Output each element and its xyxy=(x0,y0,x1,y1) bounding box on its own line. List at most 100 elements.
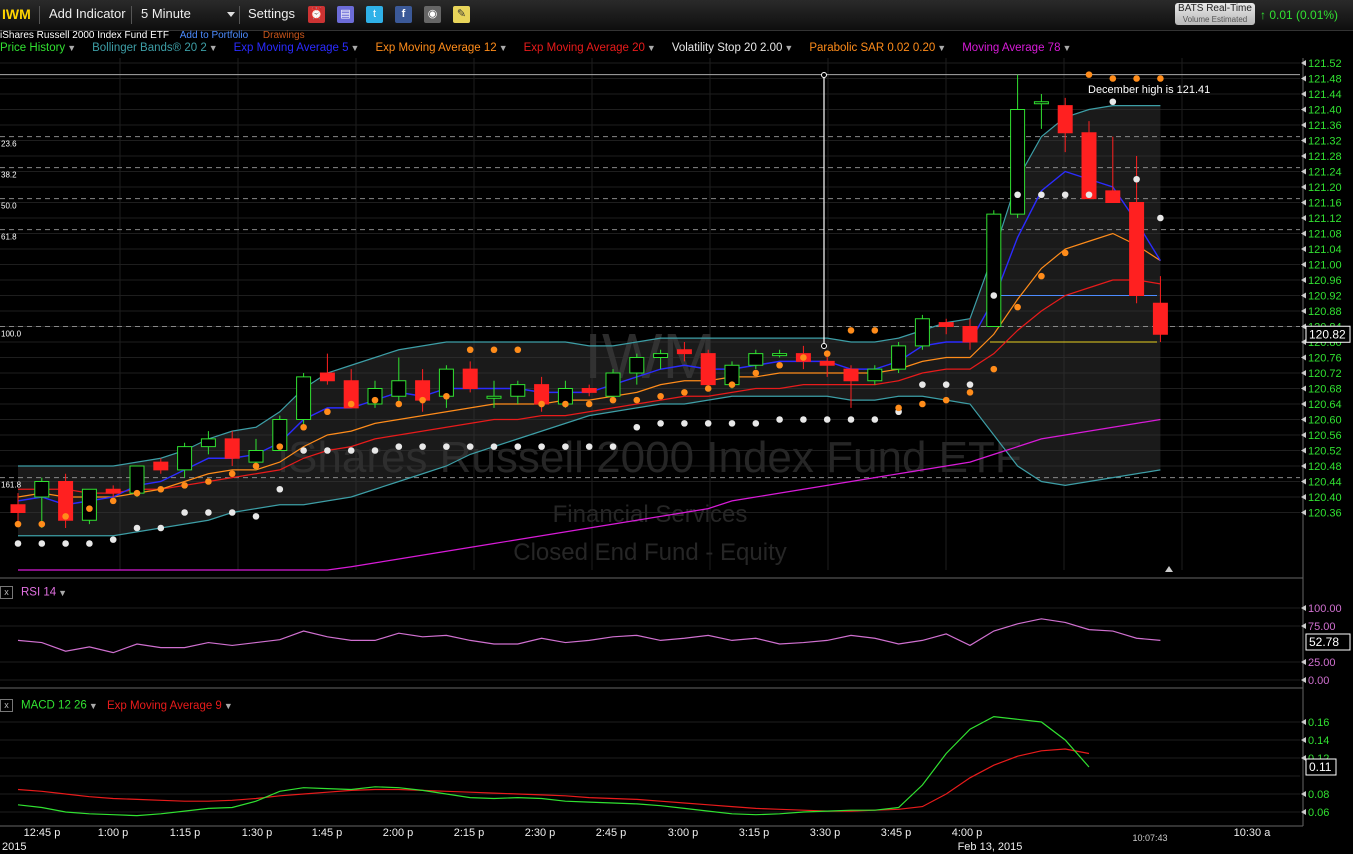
fib-label: 61.8 xyxy=(1,233,17,242)
volatility-stop-dot xyxy=(681,420,688,427)
candle-body xyxy=(605,372,621,397)
tick-marker xyxy=(1301,623,1306,629)
candle-body xyxy=(700,353,716,386)
chevron-down-icon[interactable]: ▼ xyxy=(58,587,68,598)
price-tick-label: 120.48 xyxy=(1308,461,1342,473)
tick-marker xyxy=(1301,199,1306,206)
chevron-down-icon[interactable]: ▼ xyxy=(1062,43,1072,53)
interval-select[interactable]: 5 Minute xyxy=(141,0,235,30)
chevron-down-icon[interactable]: ▼ xyxy=(208,43,218,53)
parabolic-sar-dot xyxy=(1038,272,1045,280)
tick-marker xyxy=(1301,75,1306,82)
rsi-label[interactable]: RSI 14 xyxy=(21,586,57,599)
rsi-tick-label: 75.00 xyxy=(1308,621,1336,633)
notepad-icon[interactable]: ✎ xyxy=(453,6,470,23)
parabolic-sar-dot xyxy=(38,520,46,528)
legend-item[interactable]: Moving Average 78 ▼ xyxy=(962,42,1072,54)
bollinger-lower-line xyxy=(18,395,1161,537)
parabolic-sar-dot xyxy=(300,423,307,431)
macd-signal-label[interactable]: Exp Moving Average 9 xyxy=(106,699,222,712)
settings-button[interactable]: Settings xyxy=(248,6,295,21)
date-label: Feb 13, 2015 xyxy=(958,841,1023,853)
time-axis: 12:45 p 1:00 p 1:15 p 1:30 p 1:45 p 2:00 p 2:1… xyxy=(0,825,1303,853)
chevron-down-icon[interactable]: ▼ xyxy=(498,43,508,53)
legend-item[interactable]: Exp Moving Average 20 ▼ xyxy=(523,42,656,54)
chevron-down-icon[interactable]: ▼ xyxy=(646,43,656,53)
close-icon[interactable]: x xyxy=(0,699,13,712)
macd-tick-label: 0.08 xyxy=(1308,789,1329,801)
volatility-stop-dot xyxy=(228,509,236,516)
volatility-stop-dot xyxy=(14,540,22,547)
close-icon[interactable]: x xyxy=(0,586,13,599)
legend-item[interactable]: Volatility Stop 20 2.00 ▼ xyxy=(671,42,794,54)
drawings-link[interactable]: Drawings xyxy=(262,30,305,41)
volatility-stop-dot xyxy=(919,381,926,388)
volatility-stop-dot xyxy=(942,381,950,388)
time-tick-label: 12:45 p xyxy=(24,827,61,839)
facebook-icon[interactable]: f xyxy=(395,6,412,23)
volatility-stop-dot xyxy=(490,443,498,450)
alarm-clock-icon[interactable]: ⏰ xyxy=(308,6,325,23)
tick-marker xyxy=(1301,737,1306,743)
add-indicator-button[interactable]: Add Indicator xyxy=(49,6,126,21)
macd-label[interactable]: MACD 12 26 xyxy=(21,699,87,712)
price-tick-label: 121.28 xyxy=(1308,151,1342,163)
chevron-down-icon[interactable]: ▼ xyxy=(937,43,947,53)
time-tick-label: 4:00 p xyxy=(952,827,983,839)
price-tick-label: 120.64 xyxy=(1308,399,1342,411)
add-to-portfolio-link[interactable]: Add to Portfolio xyxy=(179,30,249,41)
candle-body xyxy=(1129,202,1145,296)
parabolic-sar-dot xyxy=(181,482,188,489)
chevron-down-icon[interactable]: ▼ xyxy=(350,43,360,53)
tick-marker xyxy=(1301,184,1306,190)
camera-icon[interactable]: ◉ xyxy=(424,6,441,23)
parabolic-sar-dot xyxy=(443,392,450,400)
legend-item[interactable]: Price History ▼ xyxy=(0,42,77,54)
chevron-down-icon[interactable]: ▼ xyxy=(223,700,233,711)
price-tick-label: 121.48 xyxy=(1308,74,1342,86)
parabolic-sar-dot xyxy=(62,513,69,520)
parabolic-sar-dot xyxy=(252,462,260,470)
tick-marker xyxy=(1301,91,1306,97)
candle xyxy=(224,431,240,466)
volatility-stop-dot xyxy=(38,540,46,547)
tick-marker xyxy=(1301,246,1306,252)
candle xyxy=(938,318,954,335)
chevron-down-icon[interactable]: ▼ xyxy=(88,700,98,711)
chevron-down-icon[interactable]: ▼ xyxy=(67,43,77,53)
tick-marker xyxy=(1301,354,1306,361)
volatility-stop-dot xyxy=(657,420,664,427)
volatility-stop-dot xyxy=(276,485,284,493)
candle-body xyxy=(1105,190,1121,203)
candle-body xyxy=(510,384,526,397)
legend-item[interactable]: Bollinger Bands® 20 2 ▼ xyxy=(92,42,218,54)
parabolic-sar-dot xyxy=(895,404,902,412)
security-subtitle: iShares Russell 2000 Index Fund ETF Add … xyxy=(0,30,305,41)
tick-marker xyxy=(1301,447,1306,454)
tick-marker xyxy=(1301,659,1306,665)
price-tick-label: 121.04 xyxy=(1308,244,1342,256)
parabolic-sar-dot xyxy=(228,470,236,478)
ticker-symbol[interactable]: IWM xyxy=(2,6,31,22)
fib-label: 23.6 xyxy=(1,140,17,149)
price-tick-label: 120.92 xyxy=(1308,291,1342,303)
candle-body xyxy=(962,326,978,343)
candle-body xyxy=(343,380,359,409)
toolbar-separator xyxy=(131,6,132,24)
twitter-icon[interactable]: t xyxy=(366,6,383,23)
legend-item[interactable]: Parabolic SAR 0.02 0.20 ▼ xyxy=(809,42,947,54)
macd-tick-label: 0.14 xyxy=(1308,735,1329,747)
tick-marker xyxy=(1301,791,1306,797)
volatility-stop-dot xyxy=(443,443,450,450)
parabolic-sar-dot xyxy=(562,400,569,408)
price-tick-label: 121.36 xyxy=(1308,120,1342,132)
candle xyxy=(391,357,407,404)
macd-tick-label: 0.06 xyxy=(1308,807,1329,819)
current-price-label: 120.82 xyxy=(1309,327,1346,341)
volatility-stop-dot xyxy=(300,447,307,454)
legend-item[interactable]: Exp Moving Average 12 ▼ xyxy=(375,42,508,54)
parabolic-sar-dot xyxy=(14,520,22,528)
layers-icon[interactable]: ▤ xyxy=(337,6,354,23)
legend-item[interactable]: Exp Moving Average 5 ▼ xyxy=(233,42,360,54)
chevron-down-icon[interactable]: ▼ xyxy=(784,43,794,53)
